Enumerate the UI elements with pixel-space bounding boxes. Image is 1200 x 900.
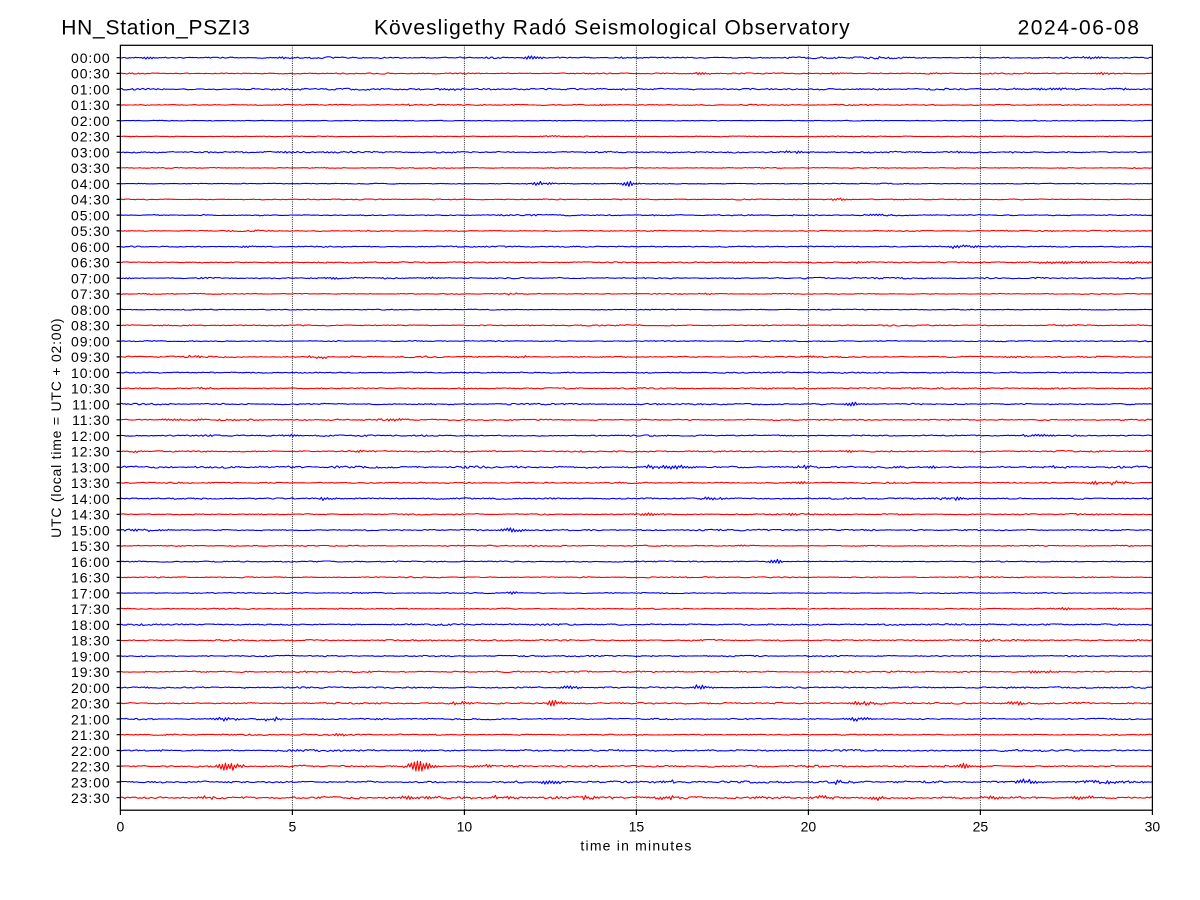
svg-text:01:00: 01:00 bbox=[71, 82, 111, 98]
svg-text:01:30: 01:30 bbox=[71, 97, 111, 113]
svg-text:18:00: 18:00 bbox=[71, 617, 111, 633]
svg-text:12:00: 12:00 bbox=[71, 428, 111, 444]
svg-text:Kövesligethy Radó Seismologica: Kövesligethy Radó Seismological Observat… bbox=[374, 17, 851, 40]
svg-text:06:30: 06:30 bbox=[71, 255, 111, 271]
svg-text:10: 10 bbox=[457, 819, 473, 835]
svg-text:21:00: 21:00 bbox=[71, 711, 111, 727]
svg-text:02:00: 02:00 bbox=[71, 113, 111, 129]
svg-text:15: 15 bbox=[629, 819, 645, 835]
svg-text:12:30: 12:30 bbox=[71, 444, 111, 460]
svg-text:18:30: 18:30 bbox=[71, 633, 111, 649]
svg-text:15:00: 15:00 bbox=[71, 522, 111, 538]
svg-text:16:30: 16:30 bbox=[71, 570, 111, 586]
svg-text:17:00: 17:00 bbox=[71, 585, 111, 601]
svg-text:06:00: 06:00 bbox=[71, 239, 111, 255]
svg-text:14:00: 14:00 bbox=[71, 491, 111, 507]
svg-text:05:30: 05:30 bbox=[71, 223, 111, 239]
svg-text:15:30: 15:30 bbox=[71, 538, 111, 554]
svg-text:02:30: 02:30 bbox=[71, 129, 111, 145]
svg-text:09:00: 09:00 bbox=[71, 333, 111, 349]
svg-text:time in minutes: time in minutes bbox=[580, 837, 692, 853]
svg-text:UTC (local time = UTC + 02:00): UTC (local time = UTC + 02:00) bbox=[48, 318, 64, 538]
svg-text:11:30: 11:30 bbox=[72, 412, 111, 428]
svg-text:19:30: 19:30 bbox=[71, 664, 111, 680]
svg-text:03:00: 03:00 bbox=[71, 145, 111, 161]
svg-text:04:00: 04:00 bbox=[71, 176, 111, 192]
svg-text:20: 20 bbox=[801, 819, 817, 835]
svg-text:23:30: 23:30 bbox=[71, 790, 111, 806]
svg-text:16:00: 16:00 bbox=[71, 554, 111, 570]
svg-text:25: 25 bbox=[973, 819, 989, 835]
svg-text:20:30: 20:30 bbox=[71, 696, 111, 712]
svg-text:23:00: 23:00 bbox=[71, 774, 111, 790]
svg-text:07:00: 07:00 bbox=[71, 270, 111, 286]
svg-text:00:30: 00:30 bbox=[71, 66, 111, 82]
svg-text:13:30: 13:30 bbox=[71, 475, 111, 491]
svg-text:HN_Station_PSZI3: HN_Station_PSZI3 bbox=[61, 17, 250, 40]
svg-text:07:30: 07:30 bbox=[71, 286, 111, 302]
svg-text:09:30: 09:30 bbox=[71, 349, 111, 365]
svg-text:21:30: 21:30 bbox=[71, 727, 111, 743]
svg-text:2024-06-08: 2024-06-08 bbox=[1018, 17, 1141, 40]
svg-text:13:00: 13:00 bbox=[71, 459, 111, 475]
svg-text:14:30: 14:30 bbox=[71, 507, 111, 523]
svg-text:19:00: 19:00 bbox=[71, 648, 111, 664]
svg-text:04:30: 04:30 bbox=[71, 192, 111, 208]
svg-text:10:30: 10:30 bbox=[71, 381, 111, 397]
svg-text:10:00: 10:00 bbox=[71, 365, 111, 381]
svg-text:0: 0 bbox=[117, 819, 125, 835]
svg-text:17:30: 17:30 bbox=[71, 601, 111, 617]
svg-text:22:00: 22:00 bbox=[71, 743, 111, 759]
svg-text:30: 30 bbox=[1145, 819, 1161, 835]
svg-text:5: 5 bbox=[289, 819, 297, 835]
svg-text:22:30: 22:30 bbox=[71, 759, 111, 775]
svg-text:11:00: 11:00 bbox=[72, 396, 111, 412]
svg-text:05:00: 05:00 bbox=[71, 207, 111, 223]
svg-text:00:00: 00:00 bbox=[71, 50, 111, 66]
svg-text:08:00: 08:00 bbox=[71, 302, 111, 318]
svg-text:20:00: 20:00 bbox=[71, 680, 111, 696]
svg-text:08:30: 08:30 bbox=[71, 318, 111, 334]
svg-text:03:30: 03:30 bbox=[71, 160, 111, 176]
